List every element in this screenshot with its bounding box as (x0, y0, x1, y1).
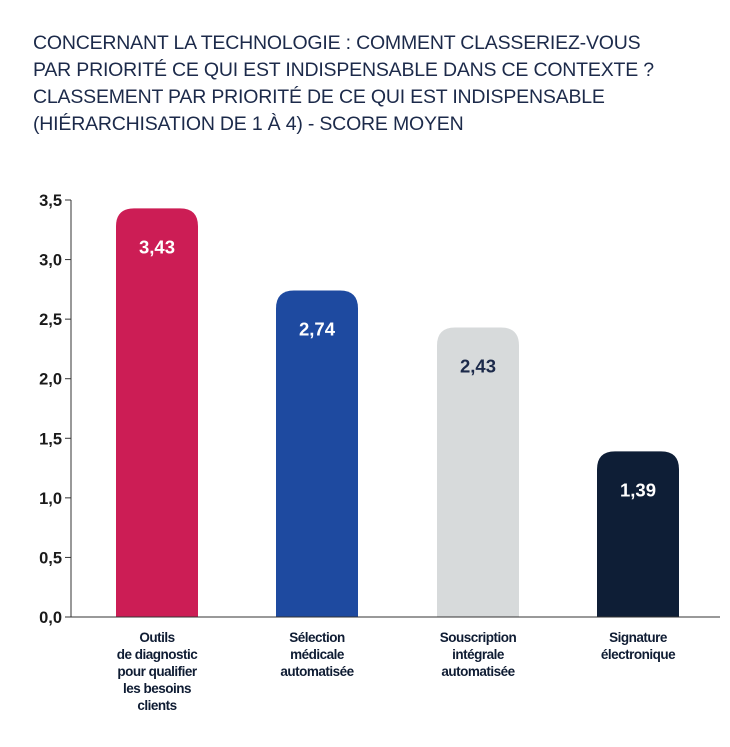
bar (597, 451, 679, 617)
x-category-label-line: clients (137, 698, 177, 713)
y-tick-label: 1,5 (39, 430, 62, 448)
x-category-label: Outils de diagnostic pour qualifier les bes… (87, 629, 227, 714)
x-category-label-line: Souscription (439, 630, 517, 645)
x-category-label-line: automatisée (280, 664, 354, 679)
bar-value-label: 2,74 (299, 319, 336, 340)
bar (116, 208, 198, 617)
x-category-label-line: automatisée (441, 664, 515, 679)
y-tick-label: 3,5 (39, 192, 62, 210)
x-category-label: Sélection médicale automatisée (247, 629, 387, 680)
y-tick-label: 0,5 (39, 549, 62, 567)
y-tick-label: 1,0 (39, 490, 62, 508)
y-tick-label: 2,0 (39, 371, 62, 389)
x-category-label-line: médicale (290, 647, 344, 662)
x-category-label: Signature électronique (568, 629, 708, 663)
y-tick-label: 0,0 (39, 609, 62, 627)
y-tick-label: 2,5 (39, 311, 62, 329)
bar (437, 327, 519, 617)
bar-value-label: 1,39 (620, 479, 656, 500)
bar-value-label: 2,43 (460, 355, 496, 376)
chart-title-line: PAR PRIORITÉ CE QUI EST INDISPENSABLE DA… (33, 59, 654, 81)
y-tick-label: 3,0 (39, 252, 62, 270)
x-category-label-line: Sélection (289, 630, 345, 645)
chart-title-line: CONCERNANT LA TECHNOLOGIE : COMMENT CLAS… (33, 32, 641, 54)
x-category-label-line: Signature (609, 630, 667, 645)
x-category-label-line: Outils (139, 630, 175, 645)
x-category-label-line: électronique (600, 647, 676, 662)
x-category-label-line: les besoins (122, 681, 192, 696)
bar-value-label: 3,43 (139, 236, 175, 257)
x-category-label-line: intégrale (452, 647, 504, 662)
chart-title: CONCERNANT LA TECHNOLOGIE : COMMENT CLAS… (33, 30, 713, 138)
x-category-label-line: de diagnostic (116, 647, 198, 662)
chart-title-line: (HIÉRARCHISATION DE 1 À 4) - SCORE MOYEN (33, 113, 464, 135)
x-category-label: Souscription intégrale automatisée (408, 629, 548, 680)
x-category-label-line: pour qualifier (117, 664, 197, 679)
bar (276, 290, 358, 617)
chart-title-line: CLASSEMENT PAR PRIORITÉ DE CE QUI EST IN… (33, 86, 605, 108)
